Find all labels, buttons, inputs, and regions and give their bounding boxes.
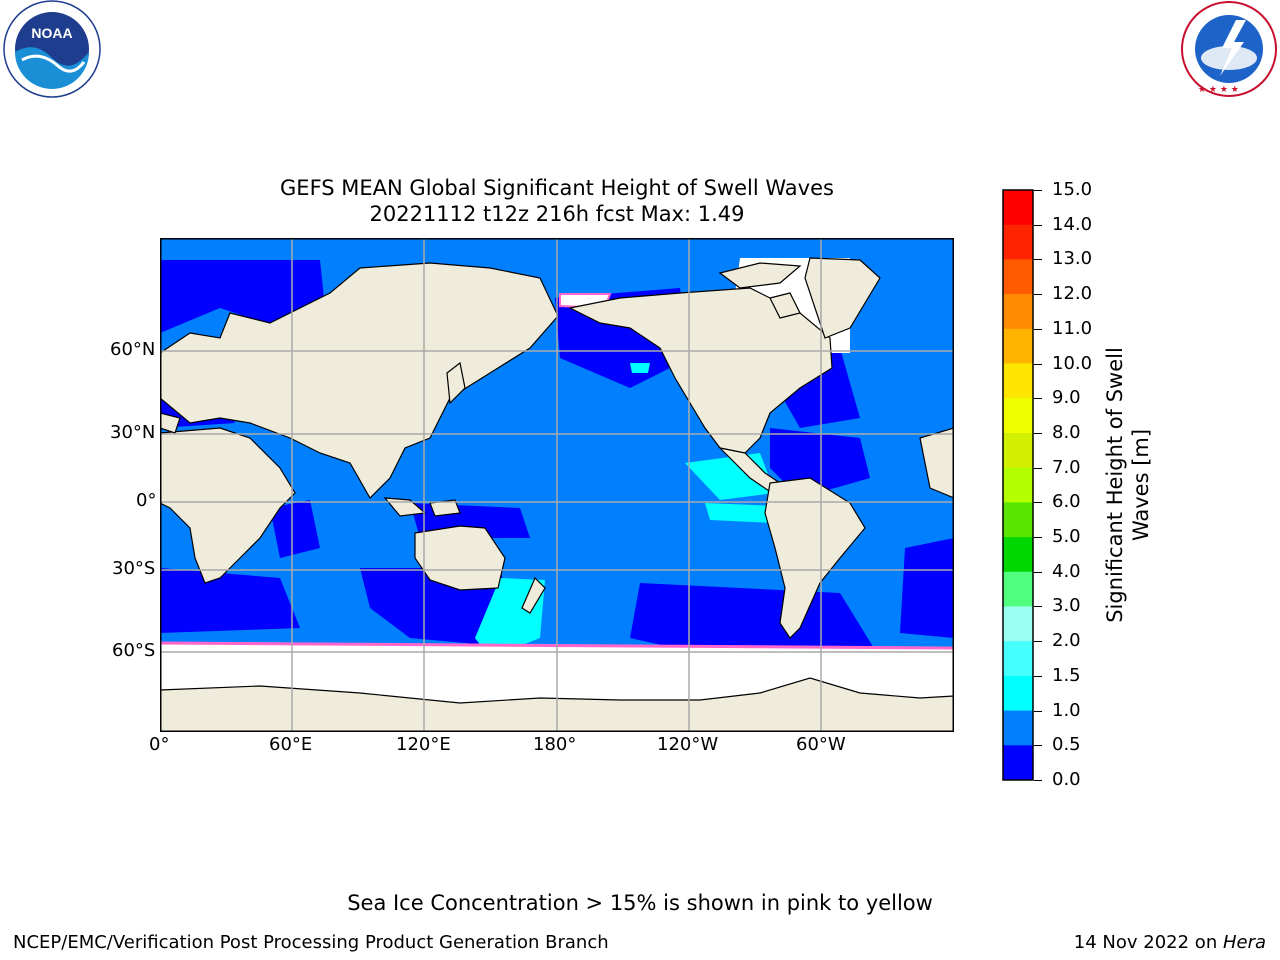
map-title: GEFS MEAN Global Significant Height of S… (280, 176, 834, 200)
noaa-logo: NOAA (3, 0, 101, 98)
colorbar-tick-label: 0.5 (1052, 734, 1081, 756)
north-america (568, 287, 833, 454)
colorbar-title-line2: Waves [m] (1129, 428, 1153, 542)
colorbar-swatch (1003, 190, 1033, 226)
south-america (764, 477, 866, 639)
land-masses (160, 257, 954, 732)
lon-label-120w: 120°W (657, 734, 719, 755)
colorbar-tick (1034, 398, 1042, 400)
footer-date-text: 14 Nov 2022 on (1073, 932, 1223, 953)
colorbar-swatch (1003, 675, 1033, 712)
colorbar-tick (1034, 675, 1042, 677)
greenland (804, 257, 881, 339)
colorbar-tick-label: 4.0 (1052, 560, 1081, 582)
colorbar-tick (1034, 259, 1042, 261)
colorbar-swatch (1003, 641, 1033, 677)
colorbar-tick-label: 9.0 (1052, 387, 1081, 409)
colorbar-tick-label: 13.0 (1052, 248, 1093, 270)
lon-label-60e: 60°E (269, 734, 313, 755)
lat-label-30s: 30°S (112, 558, 156, 579)
colorbar-swatch (1003, 294, 1033, 330)
colorbar-swatch (1003, 571, 1033, 607)
colorbar-swatch (1003, 710, 1033, 746)
svg-text:★ ★ ★ ★: ★ ★ ★ ★ (1198, 85, 1239, 95)
colorbar-tick (1034, 224, 1042, 226)
lon-label-60w: 60°W (796, 734, 846, 755)
colorbar-tick (1034, 467, 1042, 469)
new-zealand (521, 576, 546, 614)
footer-credit: NCEP/EMC/Verification Post Processing Pr… (13, 932, 609, 953)
colorbar-tick-label: 7.0 (1052, 456, 1081, 478)
noaa-logo-text: NOAA (31, 25, 72, 41)
colorbar-tick (1034, 641, 1042, 643)
colorbar-tick-label: 15.0 (1052, 179, 1093, 200)
map-subtitle: 20221112 t12z 216h fcst Max: 1.49 (369, 202, 745, 226)
colorbar-tick (1034, 190, 1042, 191)
lat-label-30n: 30°N (110, 422, 156, 443)
colorbar-tick-label: 6.0 (1052, 491, 1081, 513)
colorbar-tick-label: 8.0 (1052, 421, 1081, 443)
lon-label-180: 180° (533, 734, 577, 755)
colorbar-tick (1034, 537, 1042, 539)
colorbar-tick-label: 0.0 (1052, 769, 1081, 790)
colorbar-tick-label: 3.0 (1052, 595, 1081, 617)
colorbar-swatch (1003, 467, 1033, 503)
japan (446, 361, 466, 405)
map-frame (160, 238, 954, 732)
colorbar-tick (1034, 710, 1042, 712)
colorbar-swatch (1003, 259, 1033, 295)
lat-label-60n: 60°N (110, 339, 156, 360)
colorbar-tick-label: 5.0 (1052, 526, 1081, 548)
colorbar-swatch (1003, 432, 1033, 469)
nws-logo: ★ ★ ★ ★ (1181, 1, 1277, 97)
colorbar-swatch (1003, 398, 1033, 434)
colorbar-tick-label: 10.0 (1052, 352, 1093, 374)
footer-machine: Hera (1222, 932, 1266, 953)
colorbar-tick-label: 14.0 (1052, 213, 1093, 235)
australia (414, 525, 506, 591)
colorbar-tick (1034, 606, 1042, 608)
colorbar-tick (1034, 745, 1042, 747)
colorbar-tick (1034, 571, 1042, 573)
colorbar (1002, 189, 1034, 781)
colorbar-swatch (1003, 537, 1033, 573)
colorbar-tick (1034, 294, 1042, 296)
sea-ice-note: Sea Ice Concentration > 15% is shown in … (347, 891, 933, 915)
colorbar-swatch (1003, 745, 1033, 781)
lat-label-60s: 60°S (112, 640, 156, 661)
africa (160, 427, 296, 584)
lat-label-eq: 0° (136, 490, 157, 511)
footer-date: 14 Nov 2022 on Hera (1074, 932, 1266, 953)
colorbar-swatch (1003, 606, 1033, 642)
colorbar-tick (1034, 432, 1042, 434)
colorbar-swatch (1003, 363, 1033, 399)
colorbar-swatch (1003, 502, 1033, 538)
colorbar-tick-label: 12.0 (1052, 283, 1093, 305)
gridlines (160, 238, 954, 732)
eurasia (160, 262, 559, 499)
colorbar-tick (1034, 328, 1042, 330)
lon-label-0: 0° (149, 734, 170, 755)
colorbar-tick-label: 2.0 (1052, 630, 1081, 652)
colorbar-tick-label: 11.0 (1052, 317, 1093, 339)
colorbar-swatch (1003, 328, 1033, 365)
colorbar-swatch (1003, 224, 1033, 260)
colorbar-title: Significant Height of Swell Waves [m] (1102, 347, 1154, 623)
lon-label-120e: 120°E (396, 734, 451, 755)
colorbar-tick (1034, 502, 1042, 504)
colorbar-tick-label: 1.0 (1052, 699, 1081, 721)
colorbar-tick (1034, 363, 1042, 365)
colorbar-tick-label: 1.5 (1052, 664, 1081, 686)
colorbar-tick (1034, 780, 1042, 781)
world-map (160, 238, 954, 732)
colorbar-title-line1: Significant Height of Swell (1103, 347, 1127, 623)
